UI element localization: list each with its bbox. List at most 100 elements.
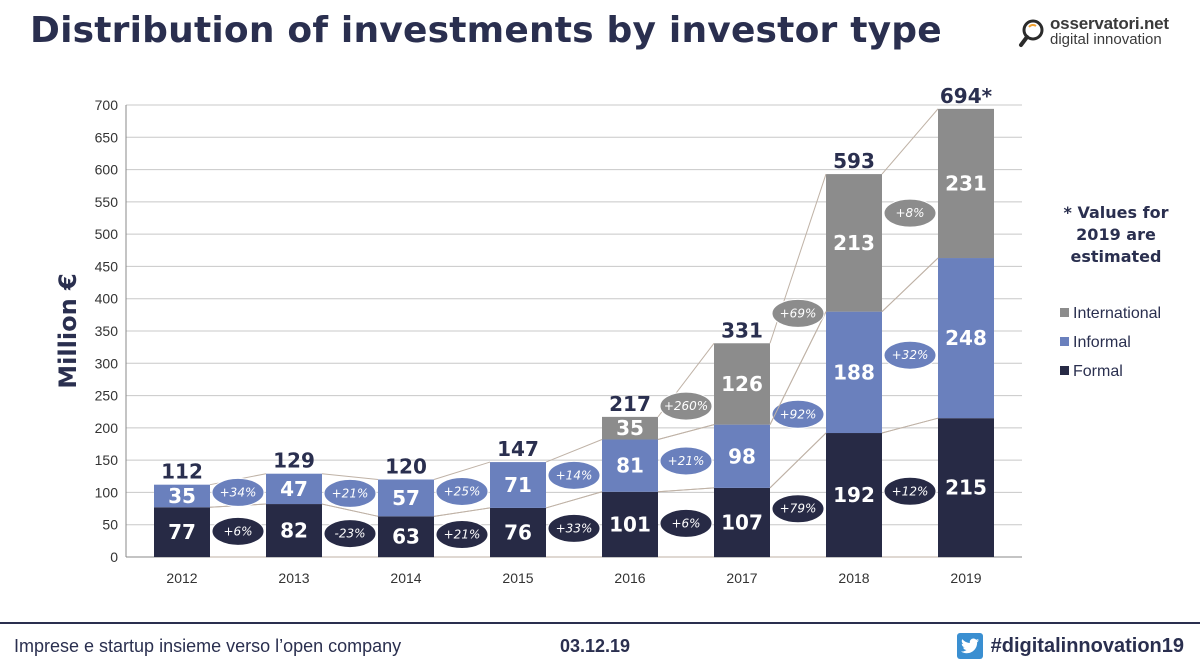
growth-label: +33%: [556, 521, 593, 535]
growth-bubble: [547, 460, 601, 490]
bar-value-label: 231: [945, 171, 987, 195]
brand-logo: osservatori.net digital innovation: [1018, 14, 1188, 50]
y-tick-label: 400: [95, 291, 119, 307]
stacked-bar-chart: 0 50 100 150 200 250 300 350 400 450 500 550 600 650 7…: [54, 84, 1169, 586]
y-tick-label: 450: [95, 258, 119, 274]
bar-total-label: 120: [385, 455, 427, 479]
legend-label: International: [1073, 305, 1161, 322]
growth-label: +25%: [444, 484, 481, 498]
growth-bubble: [771, 399, 825, 429]
legend-label: Formal: [1073, 363, 1123, 380]
legend-swatch: [1060, 366, 1069, 375]
x-tick-label: 2019: [950, 570, 981, 586]
bar-total-label: 112: [161, 460, 203, 484]
bar-value-label: 215: [945, 476, 987, 500]
bar-total-label: 147: [497, 437, 539, 461]
growth-label: +21%: [444, 528, 481, 542]
footer-divider: [0, 622, 1200, 624]
bar-segment-informal: [266, 473, 322, 505]
y-tick-label: 100: [95, 484, 119, 500]
growth-bubble: [883, 340, 937, 370]
growth-label: +92%: [780, 407, 817, 421]
y-tick-label: 250: [95, 388, 119, 404]
bar-segment-formal: [490, 507, 546, 557]
bar-segment-informal: [602, 439, 658, 492]
bar-segment-international: [826, 174, 882, 312]
bar-total-label: 331: [721, 318, 763, 342]
connector-line: [545, 439, 603, 463]
connector-line: [657, 487, 715, 493]
bar-value-label: 57: [392, 486, 420, 510]
legend-swatch: [1060, 308, 1069, 317]
growth-label: -23%: [334, 527, 365, 541]
connector-line: [321, 503, 379, 517]
bar-segment-formal: [714, 487, 770, 557]
x-tick-label: 2013: [278, 570, 309, 586]
growth-bubble: [771, 298, 825, 328]
bar-value-label: 101: [609, 512, 651, 536]
note-text: * Values for: [1064, 203, 1169, 222]
bar-segment-informal: [714, 424, 770, 488]
y-tick-label: 150: [95, 452, 119, 468]
bar-total-label: 217: [609, 392, 651, 416]
y-axis-label: Million €: [54, 273, 82, 388]
y-tick-label: 550: [95, 194, 119, 210]
growth-label: +8%: [895, 206, 924, 220]
growth-label: +32%: [892, 348, 929, 362]
growth-bubble: [771, 494, 825, 524]
bar-value-label: 126: [721, 372, 763, 396]
bar-segment-informal: [490, 462, 546, 508]
growth-bubble: [883, 476, 937, 506]
bar-segment-international: [714, 343, 770, 425]
bar-value-label: 71: [504, 473, 532, 497]
connector-line: [657, 424, 715, 440]
growth-label: +79%: [780, 502, 817, 516]
bar-segment-formal: [266, 504, 322, 557]
legend-label: Informal: [1073, 334, 1131, 351]
growth-label: +21%: [332, 486, 369, 500]
bar-value-label: 47: [280, 477, 308, 501]
page-title: Distribution of investments by investor …: [30, 10, 942, 51]
bar-value-label: 98: [728, 444, 756, 468]
x-tick-label: 2012: [166, 570, 197, 586]
growth-bubble: [883, 198, 937, 228]
bar-value-label: 77: [168, 520, 196, 544]
growth-bubble: [547, 513, 601, 543]
growth-bubble: [323, 478, 377, 508]
note-text: 2019 are: [1076, 225, 1156, 244]
bar-value-label: 35: [616, 416, 644, 440]
growth-label: +260%: [664, 399, 708, 413]
bar-value-label: 107: [721, 510, 763, 534]
logo-line-2: digital innovation: [1050, 31, 1162, 48]
logo-line-1: osservatori.net: [1050, 14, 1169, 33]
y-tick-label: 200: [95, 420, 119, 436]
y-tick-label: 0: [110, 549, 118, 565]
y-tick-label: 350: [95, 323, 119, 339]
growth-bubble: [323, 519, 377, 549]
growth-label: +69%: [780, 306, 817, 320]
bar-segment-informal: [378, 479, 434, 517]
footer-hashtag-text[interactable]: #digitalinnovation19: [990, 634, 1184, 657]
bar-total-label: 129: [273, 449, 315, 473]
twitter-icon[interactable]: [956, 633, 983, 659]
bar-segment-formal: [378, 516, 434, 557]
bar-segment-informal: [826, 311, 882, 434]
growth-bubble: [211, 516, 265, 546]
footer-date: 03.12.19: [560, 636, 631, 656]
y-tick-label: 650: [95, 129, 119, 145]
bar-value-label: 35: [168, 484, 196, 508]
growth-label: +14%: [556, 468, 593, 482]
bar-segment-formal: [154, 507, 210, 557]
bar-segment-international: [938, 108, 994, 259]
y-tick-label: 50: [102, 517, 118, 533]
bar-segment-informal: [154, 484, 210, 508]
connector-line: [881, 108, 939, 175]
magnifier-icon: [1019, 19, 1044, 47]
note-text: estimated: [1071, 247, 1162, 266]
x-tick-label: 2017: [726, 570, 757, 586]
bar-value-label: 81: [616, 454, 644, 478]
bar-total-label: 694*: [940, 84, 993, 108]
x-tick-label: 2015: [502, 570, 533, 586]
growth-bubble: [435, 520, 489, 550]
growth-label: +34%: [220, 485, 257, 499]
